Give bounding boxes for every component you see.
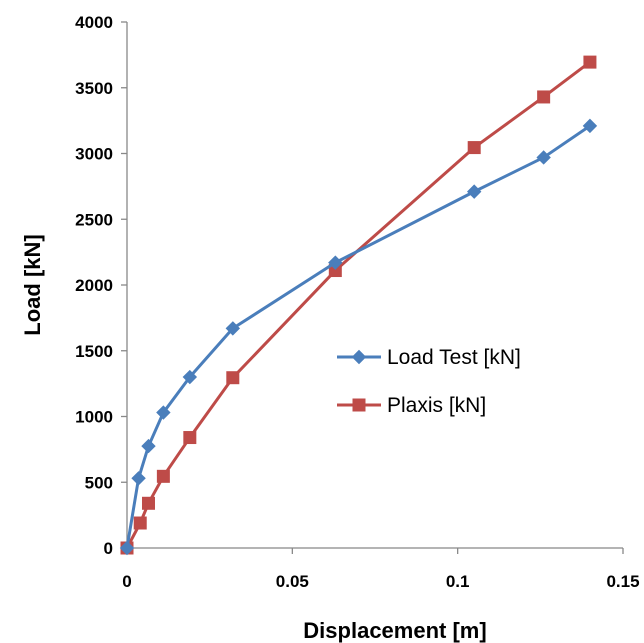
load-test-series [119, 118, 598, 556]
load-test-line [125, 124, 591, 549]
y-tick-label: 3500 [75, 79, 113, 98]
load-test-point [141, 438, 156, 454]
legend-plaxis: Plaxis [kN] [337, 394, 486, 417]
ticks: 0 500 1000 1500 2000 2500 3000 3500 4000 0 0.05 0.1… [75, 13, 639, 591]
plaxis-point [226, 371, 240, 385]
y-tick-label: 1000 [75, 408, 113, 427]
legend-load-test-marker [351, 349, 367, 365]
legend-plaxis-marker [352, 398, 366, 412]
legend-load-test: Load Test [kN] [337, 346, 521, 369]
y-tick-label: 3000 [75, 145, 113, 164]
load-test-point [156, 405, 171, 420]
load-test-point [466, 184, 482, 199]
plaxis-point [156, 469, 170, 483]
legend: Load Test [kN] Plaxis [kN] [337, 346, 521, 417]
load-test-point [536, 150, 551, 165]
y-tick-label: 4000 [75, 13, 113, 32]
y-tick-label: 500 [85, 473, 113, 492]
load-test-point [119, 540, 135, 556]
y-tick-label: 2500 [75, 210, 113, 229]
plaxis-series [120, 55, 597, 555]
y-tick-label: 1500 [75, 342, 113, 361]
series [119, 55, 598, 556]
x-tick-label: 0 [122, 572, 131, 591]
plaxis-point [133, 516, 147, 530]
x-tick-label: 0.15 [606, 572, 639, 591]
load-test-point [328, 255, 343, 270]
legend-plaxis-label: Plaxis [kN] [387, 394, 486, 417]
load-test-point [582, 118, 598, 134]
y-tick-label: 2000 [75, 276, 113, 295]
legend-load-test-label: Load Test [kN] [387, 346, 521, 369]
y-tick-label: 0 [104, 539, 113, 558]
load-test-point [131, 471, 146, 486]
y-axis-title: Load [kN] [20, 234, 45, 335]
x-axis-title: Displacement [m] [303, 618, 486, 643]
x-tick-label: 0.05 [276, 572, 309, 591]
plaxis-point [583, 55, 597, 69]
load-test-point [225, 321, 241, 336]
plaxis-line [125, 60, 591, 549]
plaxis-point [183, 431, 197, 445]
plaxis-point [467, 141, 481, 155]
plaxis-point [537, 90, 551, 104]
x-tick-label: 0.1 [446, 572, 470, 591]
load-test-point [182, 369, 198, 385]
plaxis-point [141, 496, 155, 510]
